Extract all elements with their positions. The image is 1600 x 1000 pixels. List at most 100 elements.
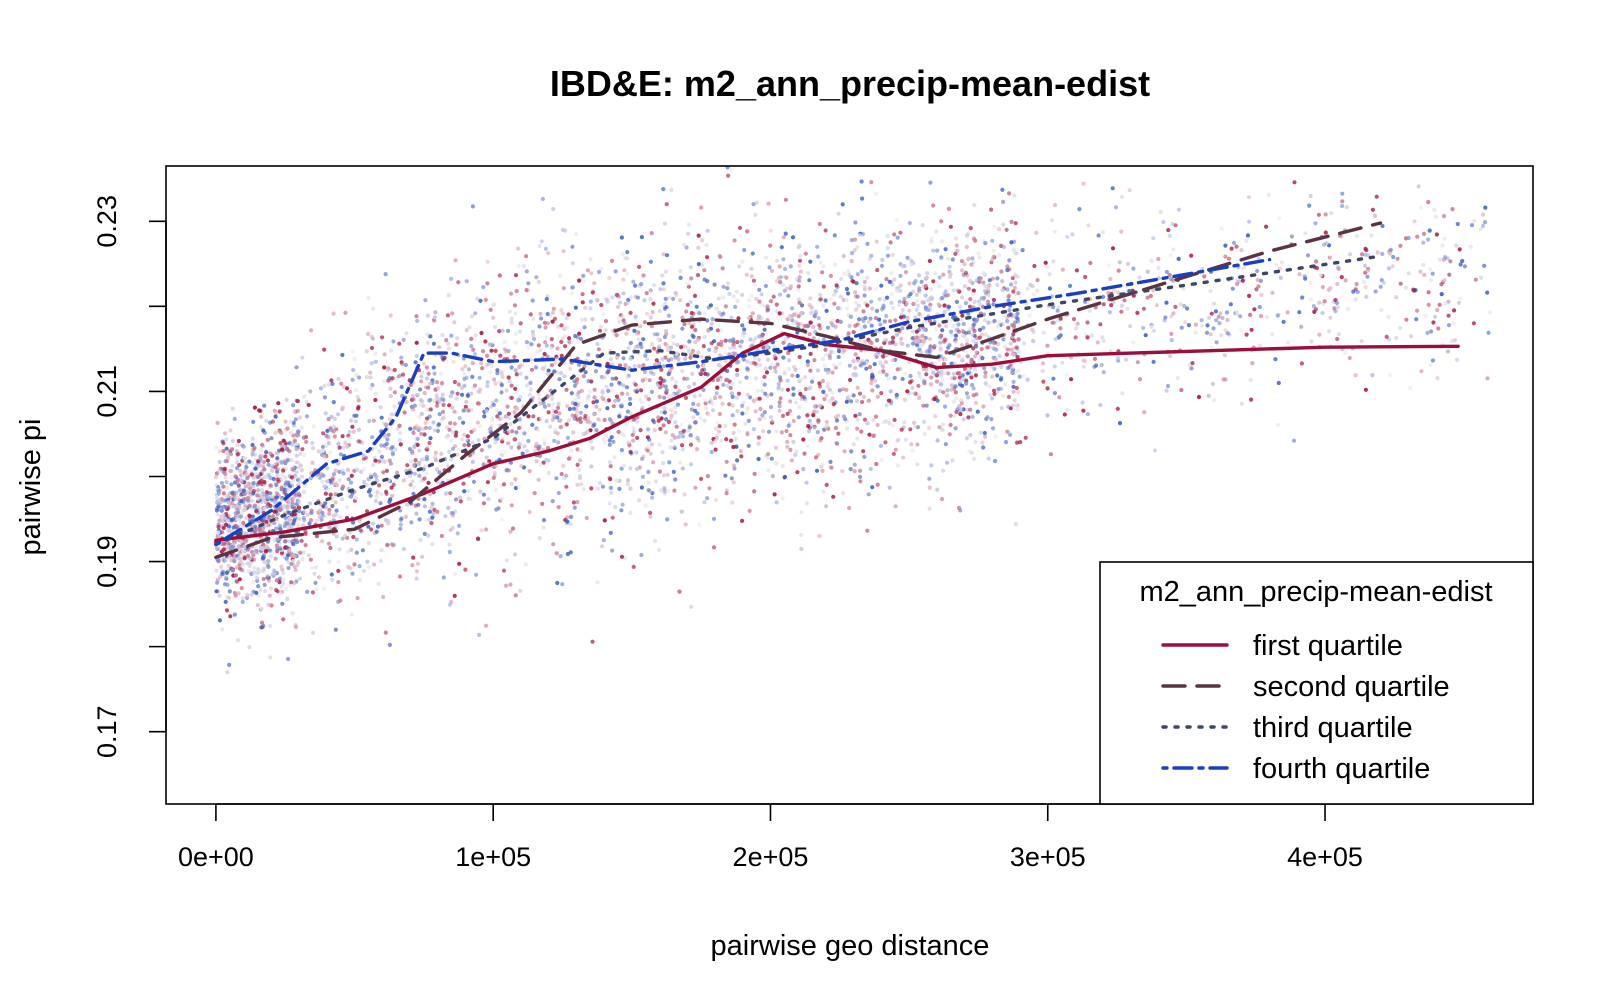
scatter-point bbox=[333, 500, 338, 505]
scatter-point bbox=[470, 459, 475, 464]
scatter-point bbox=[1005, 268, 1010, 273]
scatter-point bbox=[326, 524, 331, 530]
scatter-point bbox=[1314, 259, 1319, 264]
scatter-point bbox=[695, 435, 700, 441]
scatter-point bbox=[932, 344, 937, 349]
scatter-point bbox=[237, 577, 242, 582]
scatter-point bbox=[1009, 240, 1014, 245]
scatter-point bbox=[672, 445, 677, 450]
scatter-point bbox=[875, 394, 881, 399]
scatter-point bbox=[644, 357, 650, 362]
scatter-point bbox=[673, 384, 678, 389]
scatter-point bbox=[422, 497, 427, 502]
scatter-point bbox=[1308, 280, 1313, 285]
scatter-point bbox=[869, 299, 874, 304]
scatter-point bbox=[921, 328, 926, 333]
scatter-point bbox=[707, 486, 712, 491]
scatter-point bbox=[1168, 354, 1173, 359]
scatter-point bbox=[441, 575, 446, 580]
scatter-point bbox=[238, 560, 243, 565]
scatter-point bbox=[702, 268, 707, 273]
scatter-point bbox=[732, 238, 737, 243]
scatter-point bbox=[971, 323, 976, 328]
scatter-point bbox=[559, 307, 564, 312]
scatter-point bbox=[526, 281, 531, 286]
scatter-point bbox=[700, 368, 705, 373]
scatter-point bbox=[356, 398, 361, 403]
scatter-point bbox=[308, 389, 313, 394]
scatter-point bbox=[601, 538, 606, 543]
scatter-point bbox=[810, 376, 816, 381]
scatter-point bbox=[388, 348, 394, 353]
scatter-point bbox=[820, 468, 825, 473]
scatter-point bbox=[495, 371, 500, 376]
scatter-point bbox=[885, 245, 890, 251]
scatter-point bbox=[476, 438, 481, 443]
scatter-point bbox=[1285, 310, 1290, 315]
scatter-point bbox=[693, 408, 698, 413]
scatter-point bbox=[874, 354, 879, 359]
scatter-point bbox=[631, 438, 636, 443]
scatter-point bbox=[1055, 308, 1060, 313]
scatter-point bbox=[943, 247, 948, 252]
scatter-point bbox=[437, 470, 442, 475]
scatter-point bbox=[1435, 307, 1440, 313]
scatter-point bbox=[616, 315, 621, 320]
scatter-point bbox=[1264, 224, 1269, 229]
scatter-point bbox=[1432, 207, 1437, 212]
scatter-point bbox=[1030, 284, 1035, 289]
scatter-point bbox=[1222, 353, 1227, 358]
scatter-point bbox=[780, 496, 785, 501]
scatter-point bbox=[425, 313, 430, 318]
scatter-point bbox=[245, 561, 250, 566]
scatter-point bbox=[817, 381, 822, 386]
scatter-point bbox=[766, 452, 771, 457]
scatter-point bbox=[550, 418, 555, 423]
scatter-point bbox=[1307, 203, 1312, 208]
scatter-point bbox=[857, 412, 862, 417]
scatter-point bbox=[659, 416, 664, 421]
scatter-point bbox=[266, 474, 271, 479]
scatter-point bbox=[676, 434, 681, 440]
scatter-point bbox=[296, 499, 302, 504]
scatter-point bbox=[1425, 330, 1430, 335]
scatter-point bbox=[345, 467, 350, 472]
scatter-point bbox=[1273, 357, 1278, 362]
scatter-point bbox=[543, 325, 548, 330]
scatter-point bbox=[514, 372, 519, 377]
scatter-point bbox=[440, 397, 445, 402]
scatter-point bbox=[1098, 403, 1103, 408]
scatter-point bbox=[1442, 236, 1447, 241]
scatter-point bbox=[912, 281, 917, 286]
scatter-point bbox=[1244, 332, 1249, 337]
scatter-point bbox=[1111, 300, 1116, 305]
scatter-point bbox=[765, 304, 770, 309]
scatter-point bbox=[1406, 235, 1411, 241]
scatter-point bbox=[688, 442, 694, 447]
scatter-point bbox=[1045, 386, 1050, 391]
scatter-point bbox=[892, 232, 897, 237]
scatter-point bbox=[1340, 199, 1345, 204]
scatter-point bbox=[812, 404, 817, 409]
scatter-point bbox=[650, 495, 655, 500]
scatter-point bbox=[252, 499, 257, 504]
scatter-point bbox=[338, 598, 343, 603]
scatter-point bbox=[656, 344, 662, 349]
scatter-point bbox=[639, 485, 645, 490]
scatter-point bbox=[497, 273, 502, 278]
scatter-point bbox=[789, 284, 794, 289]
scatter-point bbox=[691, 401, 696, 406]
scatter-point bbox=[509, 291, 514, 296]
scatter-point bbox=[448, 394, 453, 399]
scatter-point bbox=[1124, 357, 1129, 362]
scatter-point bbox=[556, 401, 561, 407]
scatter-point bbox=[574, 231, 579, 236]
scatter-point bbox=[679, 423, 684, 428]
scatter-point bbox=[230, 447, 235, 452]
scatter-point bbox=[449, 333, 454, 338]
scatter-point bbox=[633, 316, 638, 321]
scatter-point bbox=[725, 383, 730, 388]
scatter-point bbox=[397, 574, 403, 579]
scatter-point bbox=[1171, 278, 1176, 283]
scatter-point bbox=[946, 371, 951, 376]
